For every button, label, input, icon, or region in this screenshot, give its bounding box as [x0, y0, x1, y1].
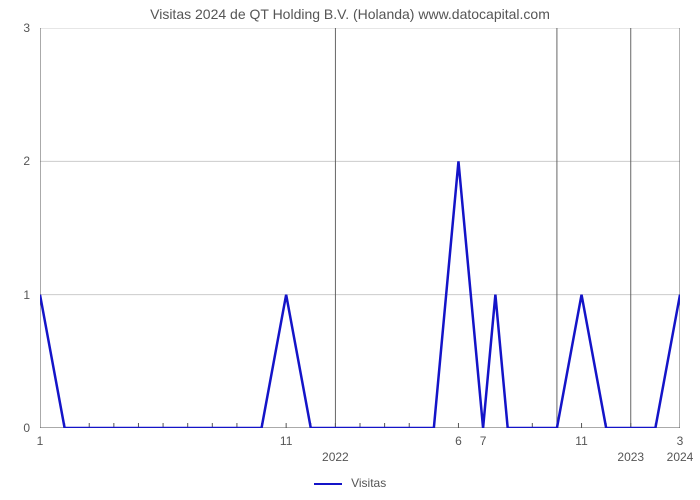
legend-swatch: [314, 483, 342, 485]
x-month-label: 3: [677, 434, 684, 448]
y-tick-label: 0: [23, 421, 30, 435]
legend-label: Visitas: [351, 476, 386, 490]
chart-plot-area: 012311167113202220232024: [40, 28, 680, 428]
legend: Visitas: [0, 476, 700, 490]
chart-title: Visitas 2024 de QT Holding B.V. (Holanda…: [0, 6, 700, 22]
x-year-label: 2022: [322, 450, 349, 464]
y-tick-label: 1: [23, 288, 30, 302]
x-month-label: 1: [37, 434, 44, 448]
x-year-label: 2024: [667, 450, 694, 464]
x-month-label: 7: [480, 434, 487, 448]
y-tick-label: 2: [23, 154, 30, 168]
x-month-label: 6: [455, 434, 462, 448]
x-month-label: 11: [280, 434, 292, 448]
x-month-label: 11: [575, 434, 587, 448]
y-tick-label: 3: [23, 21, 30, 35]
x-year-label: 2023: [617, 450, 644, 464]
